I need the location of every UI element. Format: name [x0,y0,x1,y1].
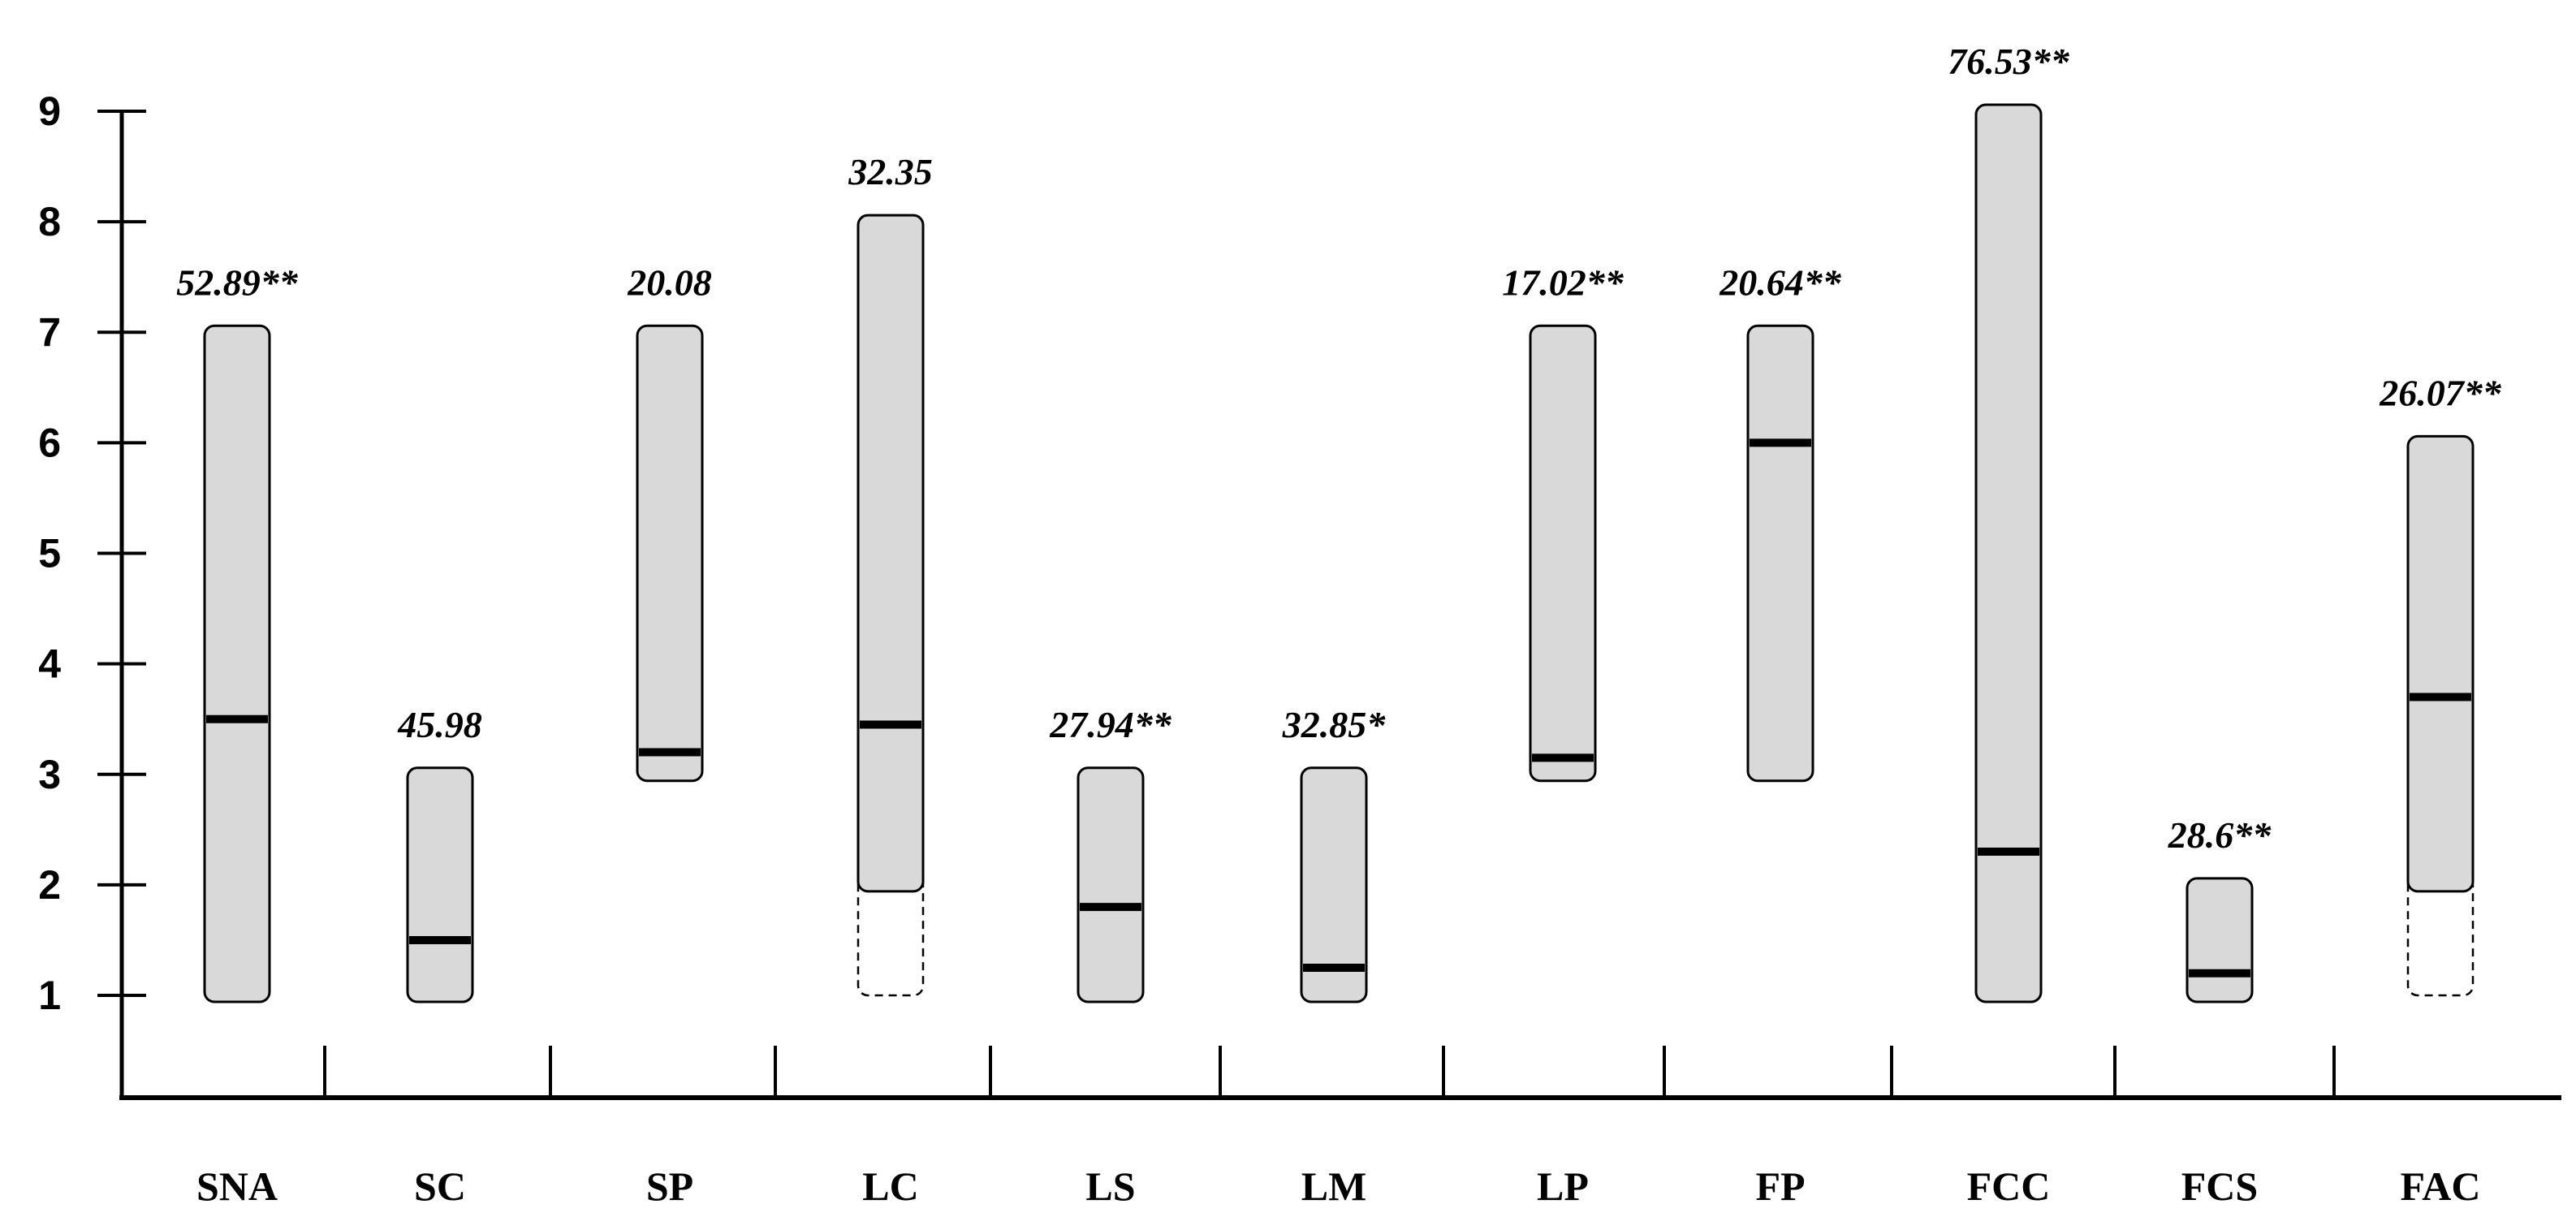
category-label-lc: LC [862,1163,918,1209]
y-tick-label: 7 [38,309,61,355]
range-bar-sc [406,766,474,1003]
y-tick-label: 1 [38,973,61,1018]
range-bar-ls [1077,766,1145,1003]
range-bar-fcs [2186,877,2254,1003]
y-tick-label: 9 [38,88,61,134]
cv-label-fac: 26.07** [2379,372,2502,413]
range-bar-lm [1300,766,1368,1003]
cv-label-fcs: 28.6** [2168,814,2272,856]
y-tick-label: 5 [38,531,61,576]
y-tick-label: 4 [38,641,61,687]
range-bar-dashed-fac [2406,874,2475,997]
y-tick-label: 8 [38,199,61,244]
category-label-lp: LP [1537,1163,1589,1209]
cv-label-lp: 17.02** [1502,261,1625,303]
category-label-sp: SP [646,1163,693,1209]
category-label-fcs: FCS [2181,1163,2258,1209]
category-label-ls: LS [1085,1163,1135,1209]
range-bar-sp [636,324,704,783]
category-label-sna: SNA [196,1163,278,1209]
cv-label-lm: 32.85* [1282,704,1387,745]
cv-label-lc: 32.35 [848,151,933,192]
y-tick-label: 2 [38,862,61,908]
range-bar-fac [2406,434,2475,893]
range-bar-lp [1529,324,1597,783]
cv-label-sna: 52.89** [176,261,299,303]
cv-label-ls: 27.94** [1049,704,1172,745]
y-tick-label: 3 [38,752,61,797]
cv-label-fcc: 76.53** [1948,41,2070,82]
range-bar-sna [203,324,271,1003]
range-bar-fcc [1974,103,2043,1003]
y-tick-label: 6 [38,420,61,465]
cv-label-sc: 45.98 [397,704,482,745]
cv-label-sp: 20.08 [627,261,712,303]
range-bar-lc [857,214,925,893]
category-label-fp: FP [1755,1163,1805,1209]
cv-label-fp: 20.64** [1719,261,1842,303]
category-label-sc: SC [414,1163,466,1209]
category-label-lm: LM [1301,1163,1367,1209]
range-bar-dashed-lc [857,874,925,997]
range-bar-fp [1746,324,1814,783]
category-label-fcc: FCC [1967,1163,2051,1209]
category-label-fac: FAC [2400,1163,2480,1209]
